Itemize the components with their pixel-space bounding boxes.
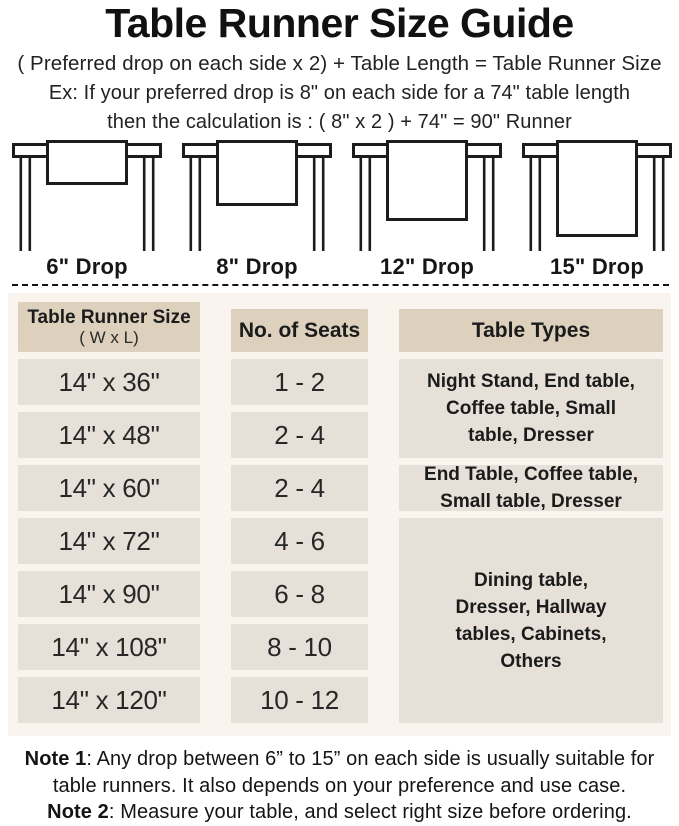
formula-text: ( Preferred drop on each side x 2) + Tab… xyxy=(17,52,662,76)
table-types-cell-large-tables: Dining table, Dresser, Hallway tables, C… xyxy=(399,518,663,724)
drop-illustrations: 6" Drop 8" Drop 12" Drop 15" xyxy=(0,139,679,280)
runner-size-header-label: Table Runner Size xyxy=(27,306,191,328)
illustration-15-drop: 15" Drop xyxy=(512,139,679,280)
column-header-seats: No. of Seats xyxy=(231,309,368,353)
table-runner-6-drop-icon xyxy=(12,140,162,252)
runner-size-header-sublabel: ( W x L) xyxy=(79,328,139,348)
size-cell-row2: 14" x 48" xyxy=(18,412,200,459)
example-text-line2: then the calculation is : ( 8" x 2 ) + 7… xyxy=(107,111,572,134)
table-types-cell-small-tables: Night Stand, End table, Coffee table, Sm… xyxy=(399,359,663,459)
table-runner-8-drop-icon xyxy=(182,140,332,252)
size-cell-row7: 14" x 120" xyxy=(18,677,200,724)
seats-cell-row3: 2 - 4 xyxy=(231,465,368,512)
example-text-line1: Ex: If your preferred drop is 8" on each… xyxy=(48,82,631,105)
notes: Note 1: Any drop between 6” to 15” on ea… xyxy=(0,746,679,826)
size-cell-row5: 14" x 90" xyxy=(18,571,200,618)
size-cell-row6: 14" x 108" xyxy=(18,624,200,671)
seats-cell-row6: 8 - 10 xyxy=(231,624,368,671)
size-cell-row4: 14" x 72" xyxy=(18,518,200,565)
illustration-8-drop: 8" Drop xyxy=(172,139,342,280)
size-table: Table Runner Size ( W x L) No. of Seats … xyxy=(8,293,671,737)
note-1-line2: table runners. It also depends on your p… xyxy=(52,774,627,797)
drop-label-6: 6" Drop xyxy=(46,254,128,280)
page-title: Table Runner Size Guide xyxy=(105,0,574,46)
drop-label-15: 15" Drop xyxy=(550,254,644,280)
illustration-12-drop: 12" Drop xyxy=(342,139,512,280)
note-1-line1: Note 1: Any drop between 6” to 15” on ea… xyxy=(24,748,655,771)
seats-cell-row2: 2 - 4 xyxy=(231,412,368,459)
column-header-table-types: Table Types xyxy=(399,309,663,353)
drop-label-12: 12" Drop xyxy=(380,254,474,280)
drop-label-8: 8" Drop xyxy=(216,254,298,280)
seats-cell-row7: 10 - 12 xyxy=(231,677,368,724)
size-cell-row3: 14" x 60" xyxy=(18,465,200,512)
note-2: Note 2: Measure your table, and select r… xyxy=(47,801,632,824)
seats-cell-row1: 1 - 2 xyxy=(231,359,368,406)
table-runner-15-drop-icon xyxy=(522,140,672,252)
column-header-runner-size: Table Runner Size ( W x L) xyxy=(18,302,200,353)
seats-cell-row4: 4 - 6 xyxy=(231,518,368,565)
dashed-divider xyxy=(12,284,669,287)
table-runner-12-drop-icon xyxy=(352,140,502,252)
illustration-6-drop: 6" Drop xyxy=(2,139,172,280)
size-cell-row1: 14" x 36" xyxy=(18,359,200,406)
seats-cell-row5: 6 - 8 xyxy=(231,571,368,618)
table-types-cell-medium-tables: End Table, Coffee table, Small table, Dr… xyxy=(399,464,663,512)
